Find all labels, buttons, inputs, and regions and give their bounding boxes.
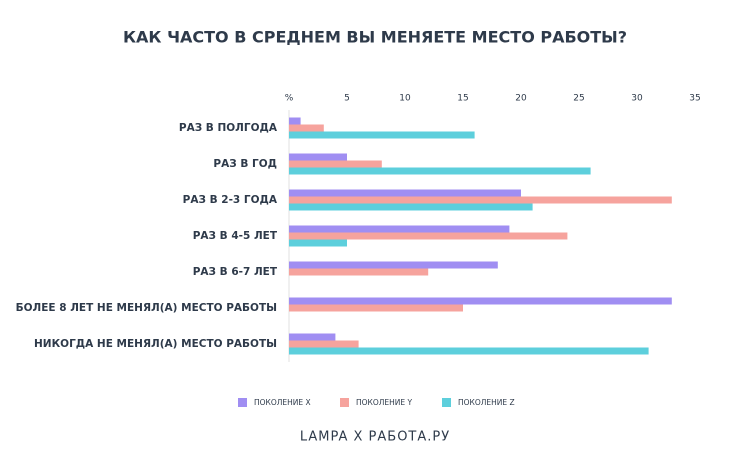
bar (289, 117, 301, 125)
source: LAMPA X РАБОТА.РУ (300, 430, 450, 445)
x-tick-label: 25 (573, 94, 584, 104)
category-label: РАЗ В ПОЛГОДА (179, 122, 278, 134)
bar (289, 196, 672, 204)
category-label: РАЗ В ГОД (213, 158, 277, 170)
bar (289, 225, 510, 233)
bar (289, 347, 649, 355)
bar (289, 232, 568, 240)
bar (289, 239, 347, 247)
bar (289, 304, 463, 312)
x-tick-label: 5 (344, 94, 350, 104)
chart-title: КАК ЧАСТО В СРЕДНЕМ ВЫ МЕНЯЕТЕ МЕСТО РАБ… (123, 28, 627, 47)
bar (289, 261, 498, 269)
category-label: РАЗ В 2-3 ГОДА (183, 194, 278, 206)
legend-label: ПОКОЛЕНИЕ X (254, 398, 311, 407)
bar (289, 203, 533, 211)
bar (289, 268, 429, 276)
bar (289, 340, 359, 348)
bar (289, 153, 347, 161)
bar (289, 297, 672, 305)
bar (289, 333, 336, 341)
category-label: БОЛЕЕ 8 ЛЕТ НЕ МЕНЯЛ(А) МЕСТО РАБОТЫ (16, 302, 277, 314)
x-tick-label: % (285, 94, 294, 104)
legend-swatch (442, 398, 451, 407)
bar (289, 124, 324, 132)
bar (289, 189, 521, 197)
legend-swatch (238, 398, 247, 407)
legend-swatch (340, 398, 349, 407)
legend-label: ПОКОЛЕНИЕ Y (356, 398, 413, 407)
legend-label: ПОКОЛЕНИЕ Z (458, 398, 515, 407)
x-tick-label: 35 (689, 94, 700, 104)
category-label: РАЗ В 6-7 ЛЕТ (193, 266, 278, 278)
x-tick-label: 15 (457, 94, 468, 104)
x-tick-label: 10 (399, 94, 411, 104)
category-label: РАЗ В 4-5 ЛЕТ (193, 230, 278, 242)
x-tick-label: 20 (515, 94, 527, 104)
category-label: НИКОГДА НЕ МЕНЯЛ(А) МЕСТО РАБОТЫ (34, 338, 277, 350)
bar (289, 160, 382, 168)
bar (289, 167, 591, 175)
x-tick-label: 30 (631, 94, 643, 104)
bar (289, 131, 475, 139)
